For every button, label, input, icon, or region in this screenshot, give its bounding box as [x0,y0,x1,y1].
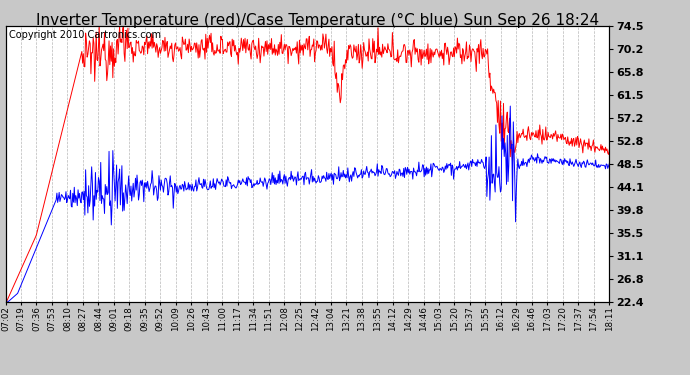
Text: Inverter Temperature (red)/Case Temperature (°C blue) Sun Sep 26 18:24: Inverter Temperature (red)/Case Temperat… [36,13,599,28]
Text: Copyright 2010 Cartronics.com: Copyright 2010 Cartronics.com [8,30,161,40]
